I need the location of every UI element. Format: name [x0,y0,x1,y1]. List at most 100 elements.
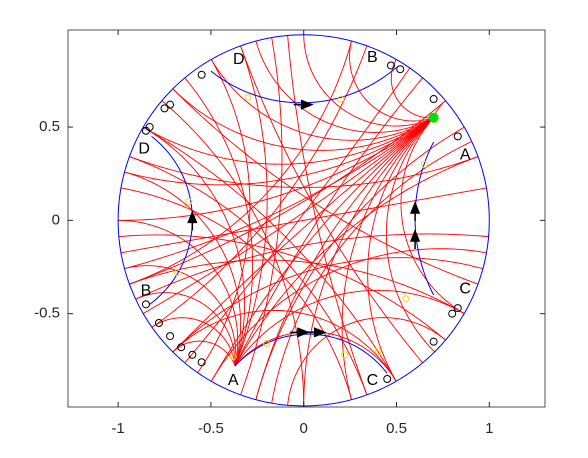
fan-geodesic [255,39,434,133]
marker [141,126,150,135]
vertex-label: A [228,372,239,389]
arrow [290,327,311,338]
boundary-circle [117,34,490,407]
geodesic [172,88,479,285]
geodesic [184,67,411,364]
fan-geodesic [172,340,236,367]
fan-geodesic [124,171,242,367]
vertex-label: C [367,372,379,389]
yellow-marker [174,269,182,277]
fan-geodesic [341,117,434,401]
marker [141,300,150,309]
vertex-label: C [459,281,471,298]
geodesic [210,248,487,383]
yellow-marker [263,340,271,348]
geodesic [118,234,447,341]
marker [177,343,186,352]
vertex-label: B [141,283,152,300]
geodesic [142,126,397,383]
fan-geodesic [118,219,239,367]
yellow-marker [244,93,252,101]
marker [386,61,395,70]
fan-geodesic [303,34,434,127]
geodesic [239,44,424,364]
fan-geodesic [142,117,434,165]
arrow [187,210,198,231]
axes-box [67,29,546,408]
marker [166,100,175,109]
x-tick-label: -1 [111,420,124,437]
y-tick-label: -0.5 [34,305,60,322]
marker [383,375,392,384]
yellow-marker [229,353,237,361]
side [210,66,397,104]
fan-geodesic [234,77,424,367]
geodesic [129,39,353,285]
vertex-label: A [460,146,471,163]
green-point [428,112,439,123]
geodesic [120,187,487,254]
fan-geodesic [151,317,236,366]
yellow-marker [185,198,193,206]
fan-geodesic [255,117,434,401]
vertex-label: D [233,51,245,68]
marker [453,132,462,141]
fan-geodesic [234,44,268,367]
yellow-marker [341,351,349,359]
arrow [409,201,421,222]
fan-geodesic [367,117,434,383]
fan-geodesic [142,126,246,367]
marker [453,304,462,313]
x-tick-label: 0 [300,420,308,437]
fan-geodesic [172,88,434,151]
marker [448,309,457,318]
yellow-marker [374,347,382,355]
fan-geodesic [349,39,434,122]
geodesic [135,233,489,300]
x-tick-label: -0.5 [198,420,224,437]
marker [396,65,405,74]
y-tick-label: 0 [52,211,60,228]
geodesic [287,317,447,406]
arrow [293,99,314,110]
fan-geodesic [184,77,254,367]
marker [197,358,206,367]
fan-geodesic [135,292,236,366]
fan-geodesic [234,156,479,367]
fan-geodesic [124,117,434,186]
fan-geodesic [303,117,434,406]
marker [197,70,206,79]
side [414,141,435,296]
geodesic [129,156,368,396]
x-tick-label: 1 [485,420,493,437]
arrow [409,229,421,250]
fan-geodesic [210,58,434,141]
x-tick-label: 0.5 [386,420,407,437]
fan-geodesic [118,117,434,221]
geodesic [172,257,484,353]
y-tick-label: 0.5 [39,118,60,135]
disk-group [118,34,489,406]
fan-geodesic [390,58,434,119]
side [149,135,193,305]
marker [166,332,175,341]
geodesic [129,100,447,285]
yellow-marker [420,160,428,168]
geodesic [129,259,465,315]
marker [160,104,169,113]
geodesic [172,309,397,383]
arrow [306,327,327,338]
fan-geodesic [172,117,434,353]
marker [429,337,438,346]
fan-geodesic [124,265,237,366]
vertex-label: B [367,49,378,66]
marker [429,95,438,104]
fan-geodesic [234,289,465,367]
yellow-marker [402,295,410,303]
marker [188,350,197,359]
fan-geodesic [400,117,465,315]
marker [154,319,163,328]
fan-geodesic [124,117,434,270]
side [234,333,388,374]
